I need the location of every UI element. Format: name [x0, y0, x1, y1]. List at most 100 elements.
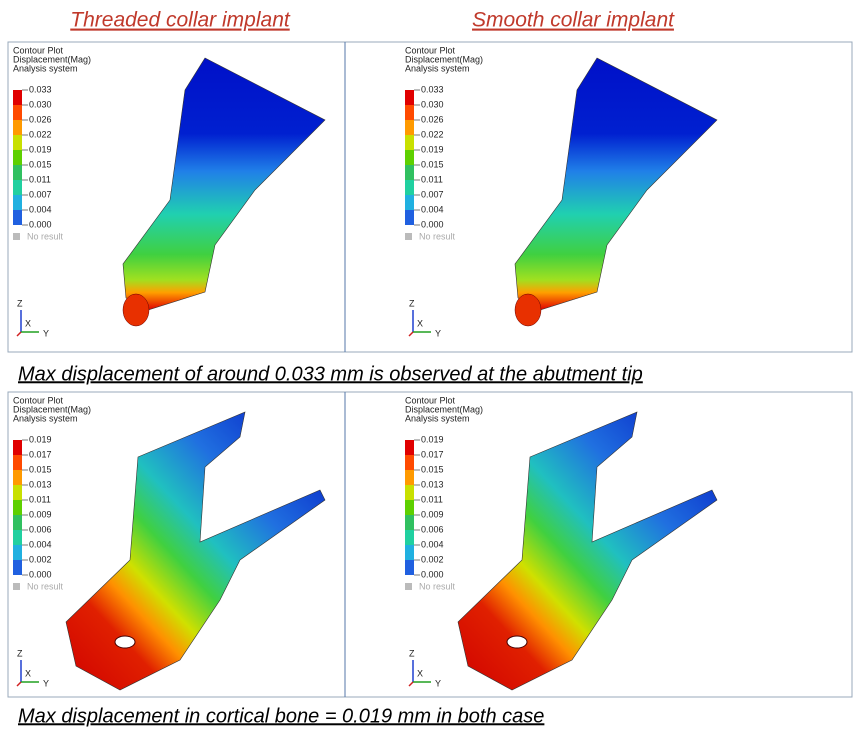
- title: Smooth collar implant: [472, 9, 675, 32]
- legend-swatch: [405, 195, 414, 210]
- legend-label: 0.000: [29, 569, 52, 579]
- legend-swatch: [405, 560, 414, 575]
- legend-label: 0.022: [29, 129, 52, 139]
- no-result: No result: [419, 231, 456, 241]
- legend-label: 0.030: [421, 99, 444, 109]
- legend-label: 0.015: [421, 464, 444, 474]
- abutment-tip: [515, 294, 541, 326]
- legend-label: 0.013: [421, 479, 444, 489]
- legend-swatch: [13, 165, 22, 180]
- legend-header: Analysis system: [405, 413, 470, 423]
- legend-swatch: [13, 150, 22, 165]
- legend-swatch: [13, 120, 22, 135]
- implant-hole: [507, 636, 527, 648]
- legend-swatch: [13, 90, 22, 105]
- axis-label: X: [25, 668, 31, 678]
- legend-label: 0.004: [421, 539, 444, 549]
- legend-swatch: [13, 180, 22, 195]
- legend-label: 0.011: [29, 174, 51, 184]
- no-result-swatch: [405, 583, 412, 590]
- legend-label: 0.019: [29, 144, 52, 154]
- axis-label: X: [25, 318, 31, 328]
- legend-swatch: [405, 515, 414, 530]
- fea-model: [458, 412, 717, 690]
- legend-swatch: [13, 530, 22, 545]
- title: Threaded collar implant: [70, 9, 291, 32]
- axis-label: Y: [435, 328, 441, 338]
- legend-label: 0.015: [29, 464, 52, 474]
- legend-swatch: [405, 105, 414, 120]
- legend-swatch: [405, 120, 414, 135]
- legend-swatch: [405, 180, 414, 195]
- legend-swatch: [405, 165, 414, 180]
- legend-swatch: [405, 485, 414, 500]
- legend-swatch: [13, 105, 22, 120]
- fea-model: [123, 58, 325, 310]
- legend-label: 0.004: [421, 204, 444, 214]
- legend-label: 0.019: [421, 434, 444, 444]
- legend-label: 0.007: [29, 189, 52, 199]
- caption: Max displacement of around 0.033 mm is o…: [18, 363, 643, 385]
- no-result: No result: [27, 581, 64, 591]
- legend-label: 0.011: [421, 494, 443, 504]
- axis-x: [17, 332, 21, 336]
- legend-swatch: [13, 500, 22, 515]
- implant-hole: [115, 636, 135, 648]
- legend-label: 0.033: [29, 84, 52, 94]
- axis-label: Z: [17, 298, 23, 308]
- no-result: No result: [419, 581, 456, 591]
- legend-swatch: [13, 455, 22, 470]
- axis-label: Y: [43, 678, 49, 688]
- legend-label: 0.002: [29, 554, 52, 564]
- abutment-tip: [123, 294, 149, 326]
- no-result-swatch: [405, 233, 412, 240]
- legend-label: 0.000: [421, 569, 444, 579]
- no-result-swatch: [13, 583, 20, 590]
- legend-swatch: [13, 485, 22, 500]
- legend-swatch: [405, 500, 414, 515]
- legend-swatch: [405, 210, 414, 225]
- axis-x: [17, 682, 21, 686]
- legend-swatch: [13, 135, 22, 150]
- legend-swatch: [405, 530, 414, 545]
- no-result: No result: [27, 231, 64, 241]
- legend-label: 0.006: [421, 524, 444, 534]
- legend-label: 0.006: [29, 524, 52, 534]
- axis-label: Z: [409, 648, 415, 658]
- legend-label: 0.033: [421, 84, 444, 94]
- legend-swatch: [13, 195, 22, 210]
- legend-label: 0.000: [421, 219, 444, 229]
- legend-swatch: [405, 90, 414, 105]
- legend-swatch: [405, 545, 414, 560]
- axis-label: Z: [17, 648, 23, 658]
- legend-swatch: [13, 210, 22, 225]
- legend-label: 0.009: [421, 509, 444, 519]
- legend-header: Analysis system: [405, 63, 470, 73]
- legend-label: 0.007: [421, 189, 444, 199]
- legend-label: 0.011: [29, 494, 51, 504]
- fea-model: [515, 58, 717, 310]
- axis-label: Y: [43, 328, 49, 338]
- legend-label: 0.019: [421, 144, 444, 154]
- legend-label: 0.030: [29, 99, 52, 109]
- legend-swatch: [405, 135, 414, 150]
- legend-swatch: [405, 470, 414, 485]
- caption: Max displacement in cortical bone = 0.01…: [18, 705, 544, 727]
- legend-label: 0.026: [421, 114, 444, 124]
- axis-x: [409, 682, 413, 686]
- legend-label: 0.015: [29, 159, 52, 169]
- legend-label: 0.000: [29, 219, 52, 229]
- legend-label: 0.011: [421, 174, 443, 184]
- legend-swatch: [13, 515, 22, 530]
- legend-label: 0.002: [421, 554, 444, 564]
- axis-x: [409, 332, 413, 336]
- legend-swatch: [13, 545, 22, 560]
- legend-label: 0.026: [29, 114, 52, 124]
- legend-label: 0.019: [29, 434, 52, 444]
- no-result-swatch: [13, 233, 20, 240]
- legend-label: 0.013: [29, 479, 52, 489]
- legend-swatch: [405, 440, 414, 455]
- legend-header: Analysis system: [13, 413, 78, 423]
- legend-label: 0.004: [29, 539, 52, 549]
- legend-swatch: [13, 470, 22, 485]
